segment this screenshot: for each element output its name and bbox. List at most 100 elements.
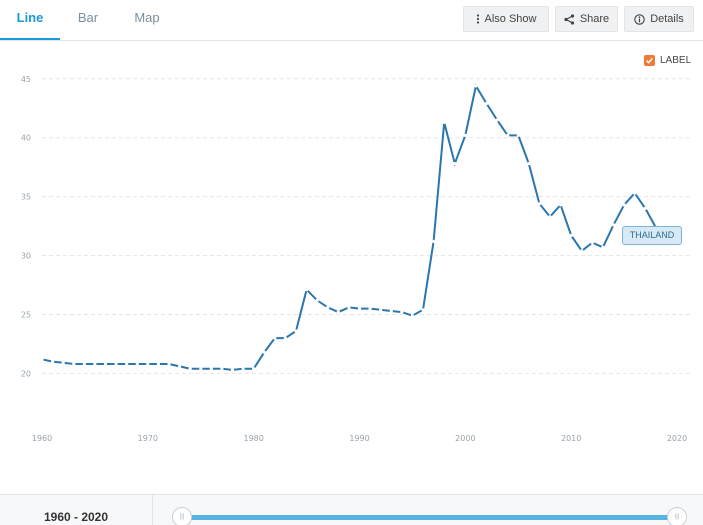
x-tick-label: 1960 xyxy=(32,434,52,443)
x-tick-label: 1970 xyxy=(138,434,158,443)
x-tick-label: 1980 xyxy=(243,434,263,443)
data-point[interactable] xyxy=(93,362,97,366)
x-tick-label: 2010 xyxy=(561,434,581,443)
checkmark-icon xyxy=(646,57,653,64)
data-point[interactable] xyxy=(548,215,552,219)
share-label: Share xyxy=(579,13,610,25)
x-tick-label: 2000 xyxy=(455,434,475,443)
x-tick-label: 1990 xyxy=(349,434,369,443)
data-point[interactable] xyxy=(516,133,520,137)
data-point[interactable] xyxy=(442,120,446,124)
data-point[interactable] xyxy=(601,245,605,249)
data-point[interactable] xyxy=(453,162,457,166)
tab-bar[interactable]: Bar xyxy=(77,10,99,25)
line-chart: 20 25 30 35 40 45 1960 1970 1980 1990 2000 2010 202… xyxy=(21,75,693,443)
data-point[interactable] xyxy=(368,307,372,311)
data-point[interactable] xyxy=(61,361,65,365)
data-point[interactable] xyxy=(178,364,182,368)
data-point[interactable] xyxy=(400,310,404,314)
data-point[interactable] xyxy=(82,362,86,366)
data-point[interactable] xyxy=(156,362,160,366)
data-point[interactable] xyxy=(283,336,287,340)
also-show-label: Also Show xyxy=(484,13,537,25)
range-bar: 1960 - 2020 ||| ||| xyxy=(0,494,703,525)
data-point[interactable] xyxy=(51,360,55,364)
data-point[interactable] xyxy=(230,368,235,372)
data-point[interactable] xyxy=(241,367,245,371)
data-point[interactable] xyxy=(72,362,76,366)
y-tick-label: 20 xyxy=(21,369,31,378)
data-point[interactable] xyxy=(495,118,499,122)
data-point[interactable] xyxy=(199,367,203,371)
data-point[interactable] xyxy=(590,241,594,245)
series-line-thailand[interactable] xyxy=(41,83,678,371)
also-show-button[interactable]: Also Show xyxy=(463,6,549,32)
data-point[interactable] xyxy=(40,357,44,361)
data-point[interactable] xyxy=(643,206,647,210)
range-slider-handle-end[interactable]: ||| xyxy=(667,507,687,525)
data-point[interactable] xyxy=(410,314,414,318)
data-point[interactable] xyxy=(474,84,478,88)
data-point[interactable] xyxy=(294,329,298,333)
data-point[interactable] xyxy=(379,308,383,312)
data-point[interactable] xyxy=(103,362,108,366)
data-point[interactable] xyxy=(188,367,192,371)
data-point[interactable] xyxy=(114,362,118,366)
tab-map[interactable]: Map xyxy=(134,10,160,25)
label-toggle[interactable]: LABEL xyxy=(644,53,691,67)
data-point[interactable] xyxy=(125,362,129,366)
data-point[interactable] xyxy=(506,133,510,137)
data-point[interactable] xyxy=(135,362,139,366)
data-point[interactable] xyxy=(537,202,542,206)
x-axis-ticks: 1960 1970 1980 1990 2000 2010 2020 xyxy=(32,434,687,443)
data-point[interactable] xyxy=(569,233,573,238)
data-point[interactable] xyxy=(484,101,489,106)
series-points xyxy=(40,84,679,372)
label-toggle-text: LABEL xyxy=(660,54,692,66)
data-point[interactable] xyxy=(220,367,224,371)
data-point[interactable] xyxy=(622,203,626,207)
data-point[interactable] xyxy=(315,298,319,302)
details-label: Details xyxy=(650,13,684,25)
data-point[interactable] xyxy=(305,288,309,292)
y-tick-label: 35 xyxy=(21,193,31,202)
data-point[interactable] xyxy=(167,362,171,366)
share-icon xyxy=(564,13,574,25)
details-button[interactable]: Details xyxy=(624,6,694,32)
range-label: 1960 - 2020 xyxy=(0,495,153,525)
data-point[interactable] xyxy=(389,309,393,313)
info-icon xyxy=(634,13,645,25)
y-tick-label: 45 xyxy=(21,75,31,84)
data-point[interactable] xyxy=(580,249,584,253)
series-label-callout[interactable]: THAILAND xyxy=(622,226,682,245)
data-point[interactable] xyxy=(357,307,362,311)
data-point[interactable] xyxy=(209,367,213,371)
data-point[interactable] xyxy=(559,203,563,207)
data-point[interactable] xyxy=(326,305,330,309)
data-point[interactable] xyxy=(611,223,616,227)
data-point[interactable] xyxy=(252,367,256,371)
data-point[interactable] xyxy=(262,350,266,354)
range-slider-handle-start[interactable]: ||| xyxy=(172,507,192,525)
y-axis-ticks: 20 25 30 35 40 45 xyxy=(21,75,31,379)
data-point[interactable] xyxy=(146,362,150,366)
chart-grid xyxy=(42,78,693,374)
data-point[interactable] xyxy=(347,305,351,309)
x-tick-label: 2020 xyxy=(667,434,687,443)
range-slider-track[interactable] xyxy=(182,515,678,520)
data-point[interactable] xyxy=(527,162,531,166)
data-point[interactable] xyxy=(432,239,436,243)
data-point[interactable] xyxy=(463,133,467,137)
data-point[interactable] xyxy=(273,336,277,340)
tab-line[interactable]: Line xyxy=(0,0,60,40)
y-tick-label: 40 xyxy=(21,134,31,143)
y-tick-label: 25 xyxy=(21,311,31,320)
data-point[interactable] xyxy=(633,191,637,195)
top-bar: Line Bar Map Also Show Share Details xyxy=(0,0,703,41)
share-button[interactable]: Share xyxy=(555,6,618,32)
label-checkbox[interactable] xyxy=(644,54,655,66)
y-tick-label: 30 xyxy=(21,252,31,261)
data-point[interactable] xyxy=(336,310,340,314)
data-point[interactable] xyxy=(421,308,425,312)
vertical-dots-icon xyxy=(476,14,479,24)
